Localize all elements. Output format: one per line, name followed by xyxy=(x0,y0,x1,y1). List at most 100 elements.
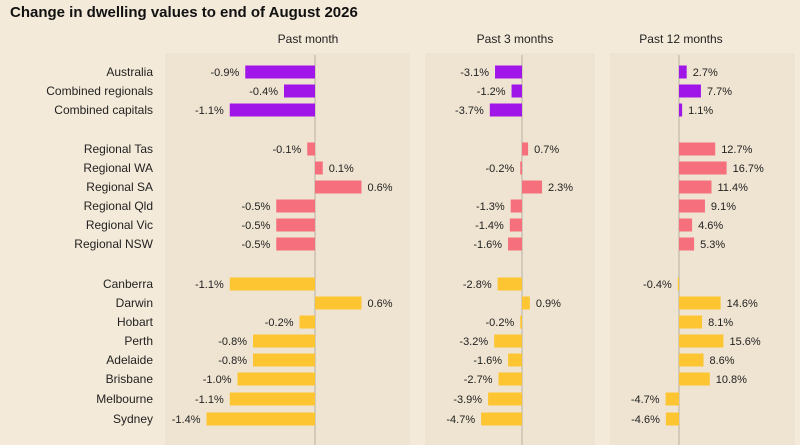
data-label: -4.7% xyxy=(631,394,660,406)
data-label: -1.6% xyxy=(473,355,502,367)
bar xyxy=(520,161,522,175)
data-label: -0.8% xyxy=(218,355,247,367)
data-label: -0.5% xyxy=(242,201,271,213)
data-label: 0.6% xyxy=(368,298,393,310)
data-label: -1.1% xyxy=(195,105,224,117)
series-header: Past 3 months xyxy=(477,32,554,46)
data-label: -2.8% xyxy=(463,279,492,291)
category-label: Australia xyxy=(106,65,153,79)
data-label: 4.6% xyxy=(698,220,723,232)
data-label: 11.4% xyxy=(717,182,748,194)
bar xyxy=(679,65,687,79)
bar xyxy=(253,353,315,367)
data-label: -0.5% xyxy=(242,239,271,251)
data-label: -4.6% xyxy=(631,414,660,426)
bar xyxy=(510,199,522,213)
bar xyxy=(679,237,695,251)
data-label: 0.1% xyxy=(329,163,354,175)
data-label: -1.6% xyxy=(473,239,502,251)
category-label: Sydney xyxy=(113,412,153,426)
bar xyxy=(498,372,522,386)
bar xyxy=(665,392,679,406)
data-label: 0.7% xyxy=(534,144,559,156)
bar xyxy=(229,277,315,291)
bar xyxy=(229,392,315,406)
data-label: -4.7% xyxy=(446,414,475,426)
bar xyxy=(522,296,530,310)
data-label: 2.7% xyxy=(693,67,718,79)
data-label: 8.1% xyxy=(708,317,733,329)
bar xyxy=(315,296,362,310)
category-label: Regional SA xyxy=(86,180,153,194)
data-label: -0.4% xyxy=(643,279,672,291)
bar xyxy=(520,315,522,329)
bar xyxy=(276,218,315,232)
bar xyxy=(299,315,315,329)
category-label: Brisbane xyxy=(106,372,154,386)
data-label: -2.7% xyxy=(464,374,493,386)
series-header: Past month xyxy=(278,32,339,46)
category-label: Hobart xyxy=(117,315,154,329)
data-label: -0.8% xyxy=(218,336,247,348)
data-label: 14.6% xyxy=(727,298,758,310)
bar xyxy=(522,180,543,194)
bar xyxy=(679,199,705,213)
data-label: -0.4% xyxy=(249,86,278,98)
series-header: Past 12 months xyxy=(639,32,722,46)
bar xyxy=(284,84,315,98)
data-label: 15.6% xyxy=(729,336,760,348)
category-label: Regional WA xyxy=(83,161,153,175)
data-label: 9.1% xyxy=(711,201,736,213)
bar xyxy=(488,392,522,406)
bar xyxy=(494,334,522,348)
bar xyxy=(508,237,522,251)
bar xyxy=(481,412,522,426)
data-label: -0.1% xyxy=(273,144,302,156)
bar xyxy=(206,412,315,426)
bar xyxy=(679,180,712,194)
data-label: -0.9% xyxy=(211,67,240,79)
bar xyxy=(509,218,522,232)
data-label: -0.2% xyxy=(486,317,515,329)
category-label: Melbourne xyxy=(96,392,153,406)
bar xyxy=(315,161,323,175)
data-label: -1.0% xyxy=(203,374,232,386)
data-label: -0.2% xyxy=(486,163,515,175)
bar xyxy=(497,277,522,291)
bar xyxy=(253,334,315,348)
data-label: -3.7% xyxy=(455,105,484,117)
data-label: -1.1% xyxy=(195,394,224,406)
bar xyxy=(495,65,522,79)
category-label: Regional Qld xyxy=(84,199,153,213)
data-label: 2.3% xyxy=(548,182,573,194)
bar xyxy=(276,199,315,213)
bar xyxy=(679,103,683,117)
data-label: -0.5% xyxy=(242,220,271,232)
data-label: 1.1% xyxy=(688,105,713,117)
data-label: 12.7% xyxy=(721,144,752,156)
bar xyxy=(677,277,679,291)
bar xyxy=(245,65,315,79)
data-label: -1.4% xyxy=(475,220,504,232)
chart-title: Change in dwelling values to end of Augu… xyxy=(10,4,358,21)
bar xyxy=(237,372,315,386)
bar xyxy=(679,372,710,386)
category-label: Canberra xyxy=(103,277,153,291)
bar xyxy=(679,161,727,175)
bar xyxy=(307,142,315,156)
bar xyxy=(665,412,679,426)
data-label: 8.6% xyxy=(710,355,735,367)
category-label: Regional Vic xyxy=(86,218,153,232)
data-label: 0.9% xyxy=(536,298,561,310)
data-label: -3.9% xyxy=(453,394,482,406)
bar xyxy=(508,353,522,367)
data-label: 7.7% xyxy=(707,86,732,98)
category-label: Regional Tas xyxy=(84,142,153,156)
bar xyxy=(679,84,701,98)
data-label: -1.3% xyxy=(476,201,505,213)
data-label: -1.1% xyxy=(195,279,224,291)
data-label: 10.8% xyxy=(716,374,747,386)
data-label: -3.2% xyxy=(459,336,488,348)
